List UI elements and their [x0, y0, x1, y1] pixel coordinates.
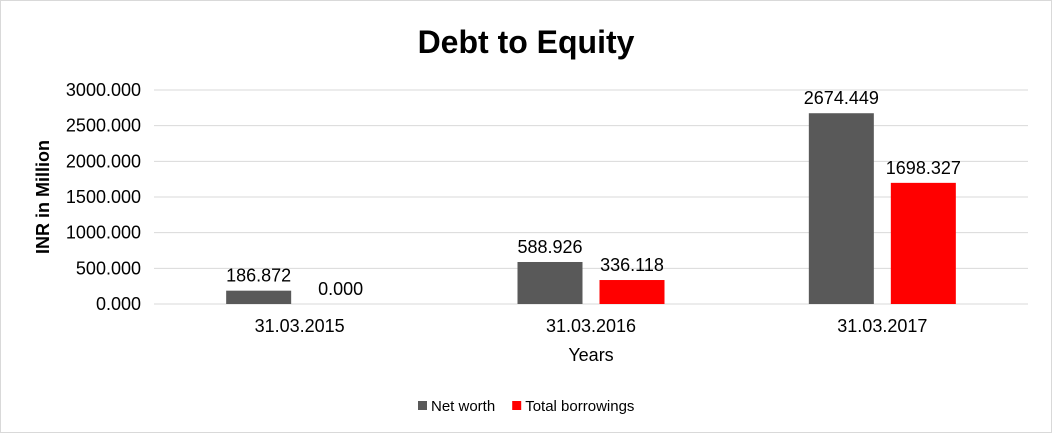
y-tick-label: 2000.000	[66, 151, 141, 171]
y-axis-title: INR in Million	[33, 140, 53, 254]
x-tick-label: 31.03.2015	[255, 316, 345, 336]
data-labels: 186.872 0.000 588.926 336.118 2674.449 1698.3…	[226, 88, 961, 299]
x-axis-title: Years	[568, 345, 613, 365]
bar	[890, 182, 956, 304]
data-label: 588.926	[517, 237, 582, 257]
y-tick-label: 1000.000	[66, 223, 141, 243]
chart-title: Debt to Equity	[418, 24, 635, 60]
y-axis-ticks: 0.000 500.000 1000.000 1500.000 2000.000 2500…	[66, 80, 141, 314]
x-tick-label: 31.03.2017	[837, 316, 927, 336]
legend-label: Total borrowings	[525, 398, 634, 415]
bar	[599, 280, 665, 304]
y-tick-label: 2500.000	[66, 116, 141, 136]
data-label: 0.000	[318, 279, 363, 299]
data-label: 336.118	[600, 255, 664, 275]
bar	[808, 113, 874, 304]
legend-swatch	[512, 401, 522, 410]
x-axis-categories: 31.03.2015 31.03.2016 31.03.2017	[255, 316, 928, 336]
data-label: 2674.449	[804, 88, 879, 108]
bar	[226, 290, 292, 304]
x-tick-label: 31.03.2016	[546, 316, 636, 336]
legend: Net worth Total borrowings	[418, 398, 634, 415]
bars	[226, 113, 956, 304]
y-tick-label: 1500.000	[66, 187, 141, 207]
data-label: 186.872	[226, 266, 291, 286]
data-label: 1698.327	[886, 158, 961, 178]
y-tick-label: 500.000	[76, 258, 141, 278]
legend-swatch	[418, 401, 427, 410]
gridlines	[154, 89, 1028, 305]
y-tick-label: 3000.000	[66, 80, 141, 100]
bar	[517, 261, 583, 304]
legend-label: Net worth	[431, 398, 495, 415]
y-tick-label: 0.000	[96, 294, 141, 314]
